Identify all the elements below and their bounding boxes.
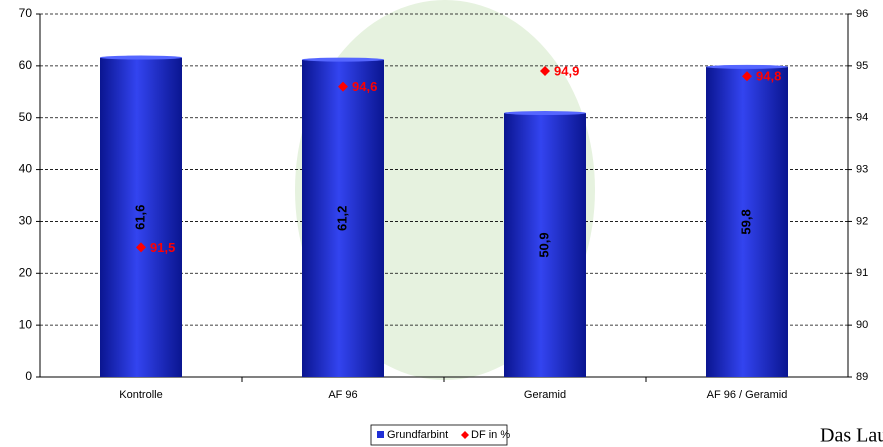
bar-top bbox=[100, 56, 182, 60]
y-tick-label: 20 bbox=[19, 265, 33, 279]
y-tick-label: 50 bbox=[19, 110, 33, 124]
x-tick-label: AF 96 / Geramid bbox=[707, 389, 788, 401]
y2-tick-label: 90 bbox=[856, 319, 868, 331]
value-label: 94,6 bbox=[352, 79, 377, 94]
x-tick-label: Geramid bbox=[524, 389, 566, 401]
y2-tick-label: 94 bbox=[856, 112, 868, 124]
chart: Das Lau 0 10 20 30 40 50 60 70 89 90 91 92 93 94 95 96 K… bbox=[0, 0, 883, 447]
x-tick-label: AF 96 bbox=[328, 389, 357, 401]
y-tick-label: 60 bbox=[19, 58, 33, 72]
legend-label: Grundfarbint bbox=[387, 429, 448, 441]
y-tick-label: 30 bbox=[19, 214, 33, 228]
y2-tick-label: 93 bbox=[856, 163, 868, 175]
y-tick-label: 40 bbox=[19, 162, 33, 176]
y-tick-label: 0 bbox=[25, 369, 32, 383]
y2-tick-label: 92 bbox=[856, 215, 868, 227]
legend-symbol bbox=[377, 431, 384, 438]
y2-tick-label: 91 bbox=[856, 267, 868, 279]
bar-top bbox=[302, 58, 384, 62]
bar-top bbox=[504, 111, 586, 115]
value-label: 94,8 bbox=[756, 69, 781, 84]
value-label: 59,8 bbox=[738, 209, 753, 234]
y2-tick-label: 89 bbox=[856, 371, 868, 383]
logo: Das Lau bbox=[820, 425, 883, 447]
y2-tick-label: 96 bbox=[856, 8, 868, 20]
value-label: 94,9 bbox=[554, 63, 579, 78]
value-label: 91,5 bbox=[150, 240, 175, 255]
y-tick-label: 70 bbox=[19, 6, 33, 20]
y2-tick-label: 95 bbox=[856, 60, 868, 72]
value-label: 61,2 bbox=[334, 206, 349, 231]
legend-label: DF in % bbox=[471, 429, 510, 441]
x-tick-label: Kontrolle bbox=[119, 389, 162, 401]
value-label: 61,6 bbox=[132, 205, 147, 230]
value-label: 50,9 bbox=[536, 232, 551, 257]
y-tick-label: 10 bbox=[19, 317, 33, 331]
